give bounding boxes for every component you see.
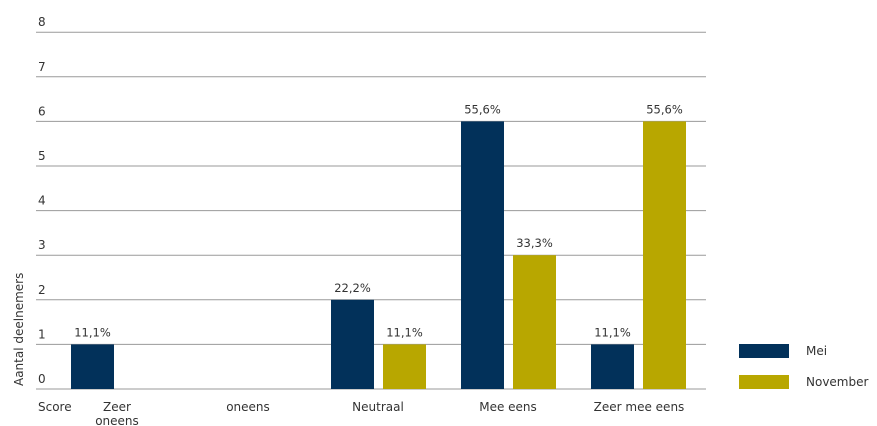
y-tick-label: 0 xyxy=(38,372,46,386)
bar-november-3 xyxy=(513,255,556,389)
data-label: 11,1% xyxy=(386,325,423,339)
data-label: 55,6% xyxy=(646,102,683,116)
data-label: 33,3% xyxy=(516,236,553,250)
y-tick-label: 3 xyxy=(38,238,46,252)
data-label: 11,1% xyxy=(594,325,631,339)
y-tick-label: 5 xyxy=(38,149,46,163)
x-category-label: Zeer xyxy=(103,400,131,414)
bar-mei-4 xyxy=(591,344,634,389)
x-category-label: oneens xyxy=(95,414,139,426)
bar-mei-0 xyxy=(71,344,114,389)
y-axis-ticks: 0 1 2 3 4 5 6 7 8 xyxy=(38,15,46,386)
y-tick-label: 1 xyxy=(38,327,46,341)
legend-label-mei: Mei xyxy=(806,344,827,358)
y-tick-label: 2 xyxy=(38,283,46,297)
bar-november-2 xyxy=(383,344,426,389)
legend-swatch-november xyxy=(739,375,789,389)
x-axis-label: Score xyxy=(38,400,72,414)
y-tick-label: 8 xyxy=(38,15,46,29)
data-labels: 11,1% 22,2% 55,6% 11,1% 11,1% 33,3% 55,6% xyxy=(74,102,683,339)
bar-mei-2 xyxy=(331,299,374,389)
y-axis-label: Aantal deelnemers xyxy=(12,273,26,386)
y-tick-label: 4 xyxy=(38,194,46,208)
legend-label-november: November xyxy=(806,375,868,389)
legend: Mei November xyxy=(739,344,868,389)
bar-mei-3 xyxy=(461,121,504,390)
x-category-label: oneens xyxy=(226,400,270,414)
x-category-label: Mee eens xyxy=(479,400,537,414)
data-label: 22,2% xyxy=(334,281,371,295)
y-tick-label: 6 xyxy=(38,104,46,118)
legend-swatch-mei xyxy=(739,344,789,358)
x-category-label: Neutraal xyxy=(352,400,404,414)
data-label: 55,6% xyxy=(464,102,501,116)
x-category-label: Zeer mee eens xyxy=(594,400,685,414)
bars xyxy=(71,121,686,390)
data-label: 11,1% xyxy=(74,325,111,339)
gridlines xyxy=(36,31,706,390)
y-tick-label: 7 xyxy=(38,60,46,74)
bar-november-4 xyxy=(643,121,686,390)
